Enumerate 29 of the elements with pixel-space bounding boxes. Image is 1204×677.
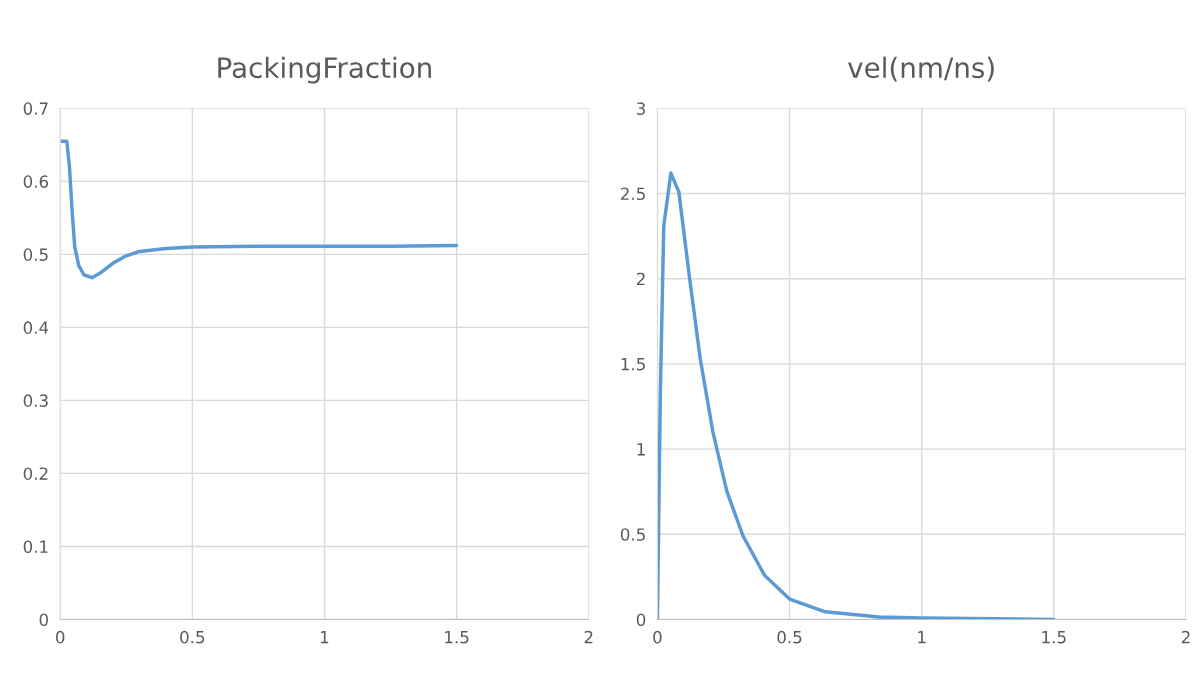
x-tick-label: 0 (653, 630, 662, 644)
x-tick-label: 0 (56, 630, 65, 644)
line-series (60, 139, 459, 280)
x-tick-label: 0.5 (777, 630, 802, 644)
y-tick-label: 1 (637, 443, 645, 456)
chart-title: vel(nm/ns) (848, 56, 994, 82)
x-tick-label: 1.5 (445, 631, 469, 644)
y-tick-label: 0.5 (620, 528, 645, 541)
y-tick-label: 1.5 (621, 358, 645, 371)
x-tick-label: 1.5 (1042, 631, 1066, 644)
y-tick-label: 0.2 (23, 467, 48, 480)
y-tick-label: 0.7 (23, 102, 48, 115)
x-tick-label: 1 (320, 631, 329, 644)
y-tick-label: 2 (636, 272, 645, 286)
chart-title: PackingFraction (218, 56, 431, 84)
line-series (657, 171, 1056, 620)
y-tick-label: 0.1 (23, 540, 48, 553)
y-tick-label: 0.6 (23, 175, 49, 188)
x-tick-label: 2 (1181, 630, 1190, 644)
y-tick-label: 3 (636, 102, 645, 115)
x-tick-label: 2 (584, 630, 593, 644)
y-tick-label: 0 (39, 613, 48, 627)
x-tick-label: 1 (918, 631, 926, 644)
x-tick-label: 0.5 (180, 630, 205, 644)
y-tick-label: 2.5 (621, 187, 645, 201)
y-tick-label: 0.4 (23, 321, 49, 334)
y-tick-label: 0.5 (23, 248, 48, 261)
y-tick-label: 0.3 (23, 394, 48, 407)
y-tick-label: 0 (636, 613, 646, 627)
